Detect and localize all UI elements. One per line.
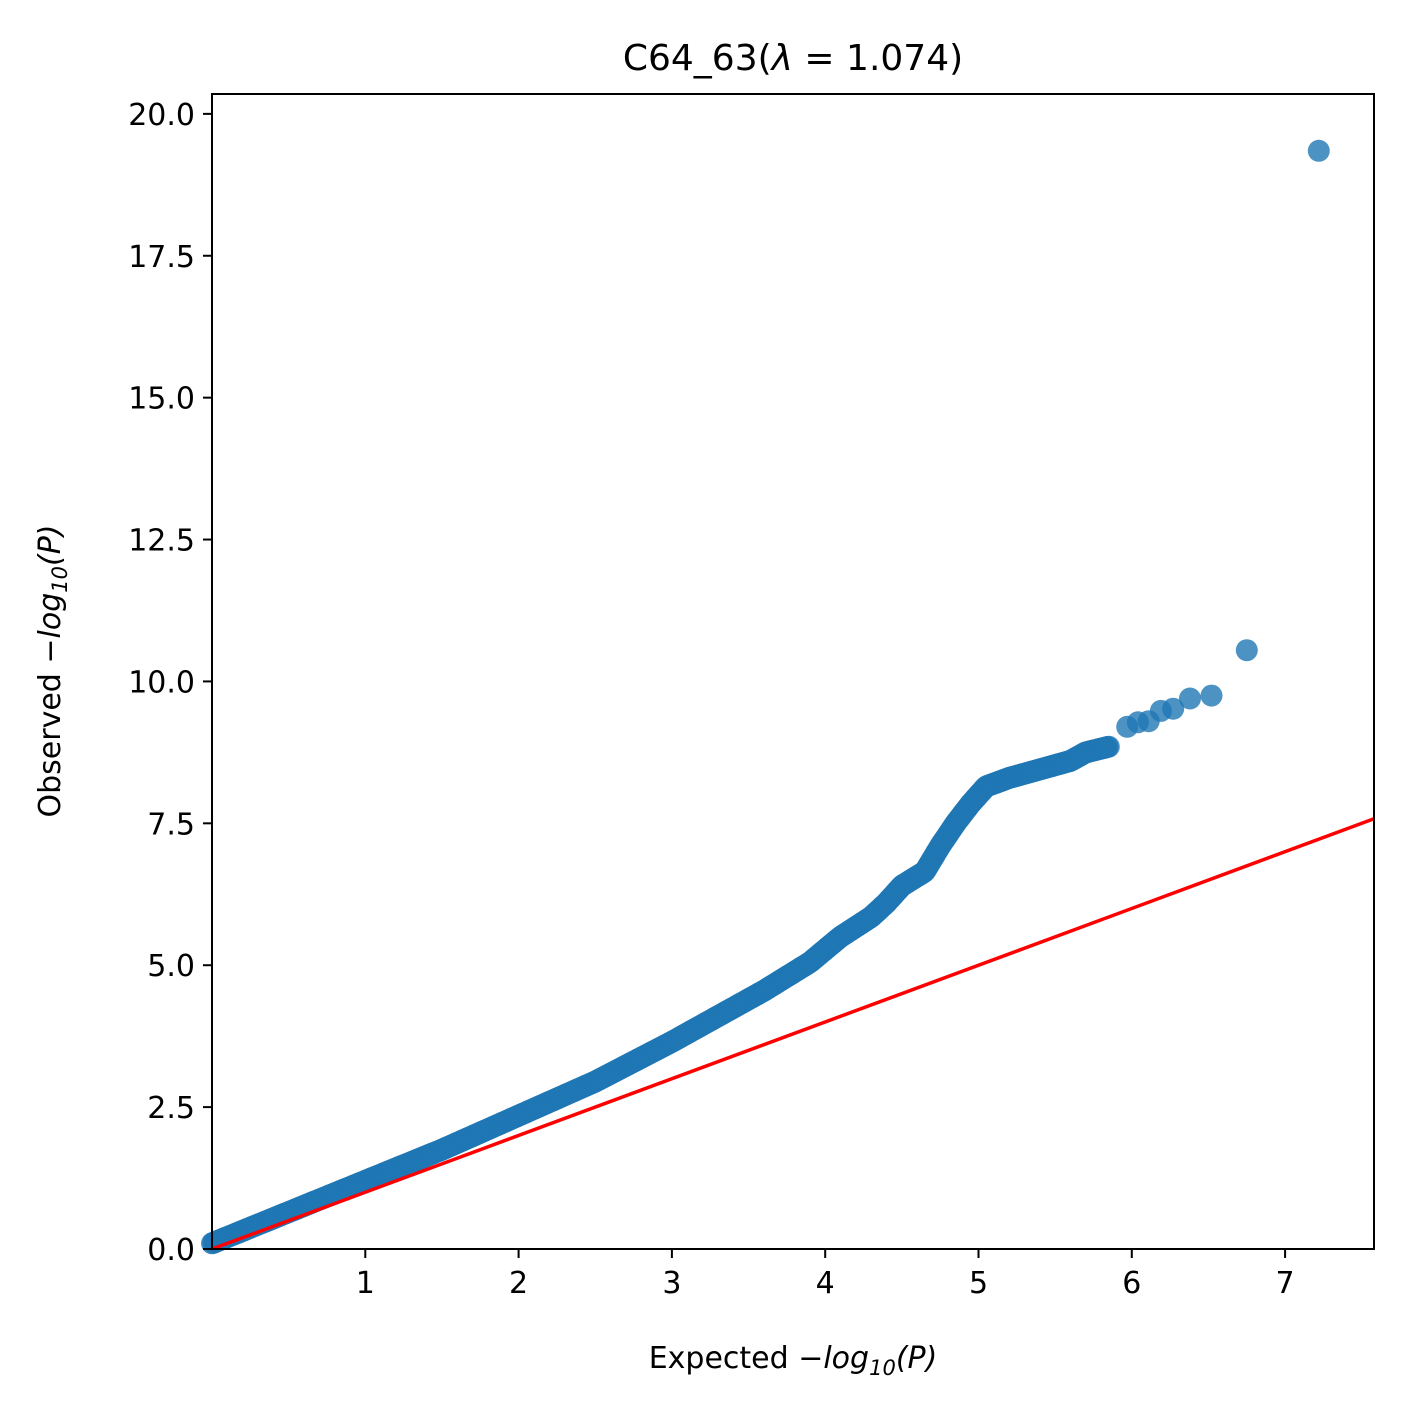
data-point — [1235, 639, 1258, 662]
reference-line — [211, 817, 1375, 1251]
x-tick-label: 4 — [816, 1266, 835, 1301]
chart-title: C64_63(λ = 1.074) — [623, 38, 963, 79]
x-tick-label: 3 — [662, 1266, 681, 1301]
x-tick-label: 6 — [1122, 1266, 1141, 1301]
data-point — [1162, 697, 1185, 720]
y-tick-label: 2.5 — [147, 1091, 195, 1126]
y-tick-label: 7.5 — [147, 807, 195, 842]
data-point — [1307, 139, 1330, 162]
x-axis: 1 2 3 4 5 6 7 — [356, 1249, 1295, 1301]
y-tick-label: 5.0 — [147, 949, 195, 984]
y-tick-label: 20.0 — [128, 98, 195, 133]
data-point — [1200, 684, 1223, 707]
x-tick-label: 1 — [356, 1266, 375, 1301]
y-tick-label: 17.5 — [128, 240, 195, 275]
x-axis-title: Expected −log10(P) — [649, 1341, 938, 1380]
plot-frame — [211, 93, 1375, 1250]
y-axis-title: Observed −log10(P) — [33, 525, 72, 818]
x-tick-label: 5 — [969, 1266, 988, 1301]
x-tick-label: 7 — [1276, 1266, 1295, 1301]
y-tick-label: 12.5 — [128, 524, 195, 559]
y-tick-label: 15.0 — [128, 382, 195, 417]
data-point — [1179, 687, 1201, 710]
y-tick-label: 0.0 — [147, 1233, 195, 1268]
x-tick-label: 2 — [509, 1266, 528, 1301]
data-point — [1097, 735, 1120, 758]
y-axis: 0.0 2.5 5.0 7.5 10.0 12.5 15.0 17.5 20.0 — [128, 98, 212, 1268]
y-tick-label: 10.0 — [128, 665, 195, 700]
reference-line-layer — [211, 817, 1375, 1251]
